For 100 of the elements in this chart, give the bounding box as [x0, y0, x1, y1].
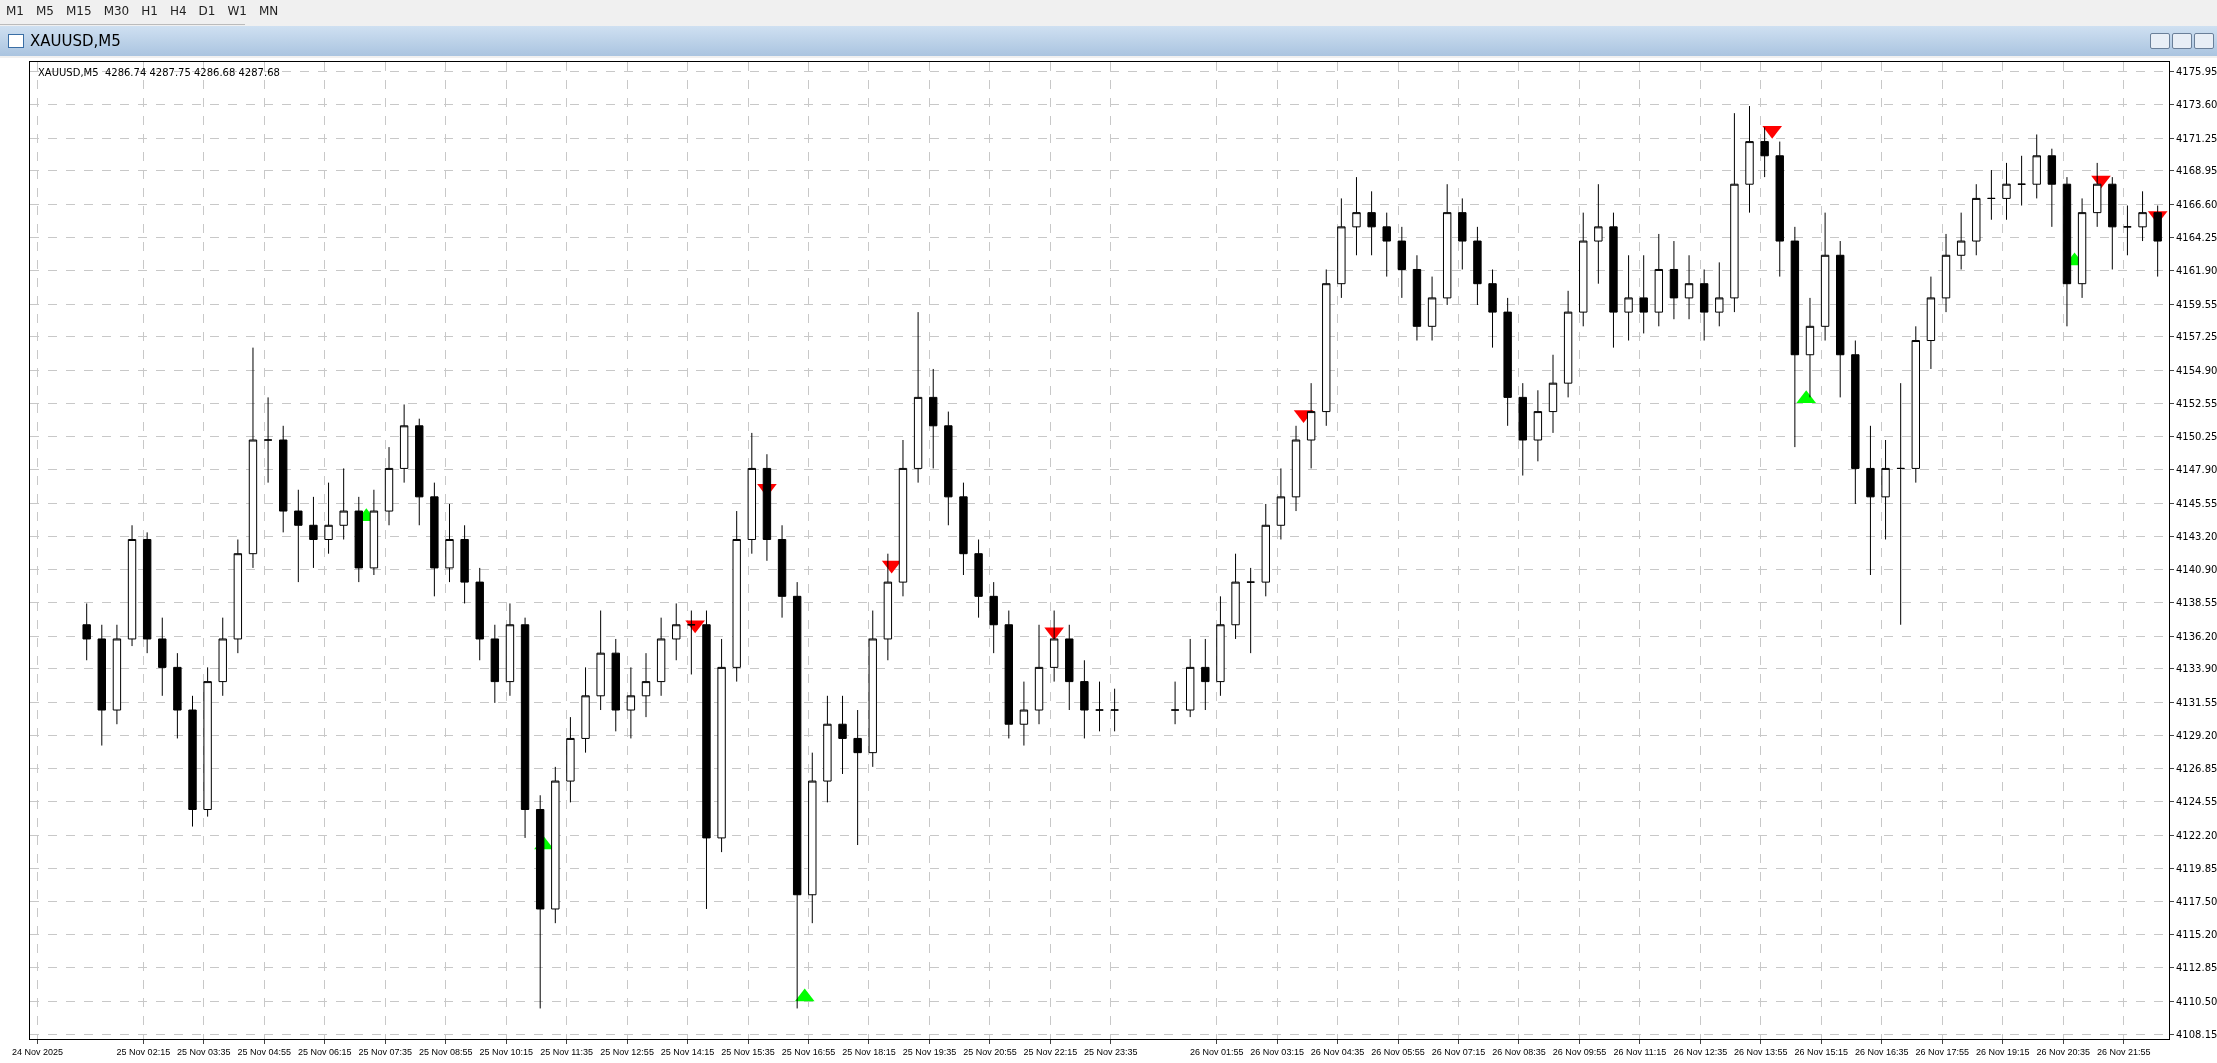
- candlestick: [1941, 233, 1951, 313]
- candlestick: [1186, 638, 1195, 718]
- x-tick-label: 26 Nov 04:35: [1310, 1046, 1365, 1057]
- candlestick: [566, 716, 575, 803]
- text: M1: [5, 3, 25, 20]
- candlestick: [1019, 681, 1029, 747]
- candlestick: [1367, 190, 1376, 256]
- candlestick: [687, 610, 696, 675]
- x-tick-label: 25 Nov 19:35: [902, 1046, 957, 1057]
- text: M15: [65, 3, 93, 20]
- text: MN: [257, 3, 280, 20]
- y-tick-label: 4159.55: [2176, 298, 2217, 310]
- y-tick-label: 4110.50: [2176, 995, 2217, 1007]
- y-tick-label: 4150.25: [2176, 430, 2217, 442]
- candlestick: [641, 652, 651, 718]
- candlestick: [883, 553, 893, 661]
- y-tick-label: 4171.25: [2176, 132, 2217, 144]
- candlestick: [2138, 190, 2147, 242]
- text: H4: [168, 3, 188, 20]
- candlestick: [1382, 212, 1391, 278]
- text: D1: [197, 3, 217, 20]
- y-tick-label: 4175.95: [2176, 65, 2217, 77]
- candlestick: [1503, 297, 1512, 427]
- y-tick-label: 4143.20: [2176, 531, 2217, 543]
- candlestick: [1820, 212, 1830, 342]
- candlestick: [1261, 503, 1270, 597]
- candlestick: [1231, 553, 1240, 640]
- candlestick: [1790, 226, 1800, 448]
- x-tick-label: 25 Nov 12:55: [600, 1046, 654, 1057]
- candlestick: [1291, 425, 1301, 512]
- x-tick-label: 26 Nov 08:35: [1492, 1046, 1546, 1057]
- candlestick: [1896, 382, 1905, 626]
- candlestick: [838, 695, 847, 775]
- candlestick: [1563, 290, 1573, 398]
- x-tick-label: 26 Nov 12:35: [1673, 1046, 1728, 1057]
- candlestick: [944, 411, 953, 526]
- text: M30: [102, 3, 131, 20]
- candlestick: [2062, 176, 2072, 327]
- candlestick: [1412, 254, 1422, 342]
- candlestick: [173, 652, 182, 739]
- candlestick: [2017, 155, 2026, 207]
- x-tick-label: 25 Nov 04:55: [237, 1046, 292, 1057]
- candlestick: [626, 666, 636, 739]
- candlestick: [82, 602, 91, 661]
- candlestick: [1110, 688, 1119, 732]
- candlestick: [294, 489, 303, 583]
- x-tick-label: 26 Nov 21:55: [2096, 1046, 2151, 1057]
- text: W1: [226, 3, 248, 20]
- candlestick: [1322, 268, 1331, 427]
- x-tick-label: 24 Nov 2025: [12, 1046, 64, 1057]
- x-tick-label: 25 Nov 11:35: [540, 1046, 594, 1057]
- candlestick: [868, 610, 877, 768]
- candlestick: [1548, 354, 1558, 434]
- x-tick-label: 25 Nov 14:15: [660, 1046, 715, 1057]
- candlestick: [520, 617, 530, 839]
- candlestick: [1049, 610, 1059, 683]
- candlestick: [1427, 276, 1437, 342]
- candlestick: [2002, 162, 2011, 221]
- x-tick-label: 26 Nov 05:55: [1371, 1046, 1425, 1057]
- x-tick-label: 26 Nov 20:35: [2036, 1046, 2090, 1057]
- candlestick: [490, 624, 500, 704]
- candlestick: [808, 752, 817, 924]
- candlestick: [611, 638, 620, 732]
- text: H1: [140, 3, 159, 20]
- x-tick-label: 26 Nov 07:15: [1431, 1046, 1486, 1057]
- candlestick: [898, 439, 908, 597]
- candlestick: [1926, 276, 1936, 370]
- candlestick: [1956, 212, 1966, 270]
- y-tick-label: 4138.55: [2176, 597, 2217, 609]
- x-tick-label: 25 Nov 03:35: [177, 1046, 231, 1057]
- candlestick: [142, 531, 152, 654]
- x-tick-label: 25 Nov 10:15: [479, 1046, 533, 1057]
- candlestick: [762, 453, 772, 562]
- candlestick: [1715, 261, 1724, 327]
- y-tick-label: 4147.90: [2176, 464, 2217, 476]
- candlestick: [1065, 624, 1074, 711]
- y-tick-label: 4131.55: [2176, 696, 2217, 708]
- y-tick-label: 4122.20: [2176, 829, 2217, 841]
- candlestick: [279, 425, 288, 533]
- candlestick: [1276, 467, 1286, 540]
- y-tick-label: 4154.90: [2176, 364, 2217, 376]
- candlestick: [551, 766, 560, 924]
- candlestick: [1352, 176, 1361, 256]
- candlestick: [1851, 340, 1860, 505]
- x-tick-label: 25 Nov 02:15: [116, 1046, 171, 1057]
- candlestick: [913, 311, 923, 484]
- text: M5: [35, 3, 55, 20]
- candlestick: [2047, 148, 2057, 228]
- candlestick: [1034, 624, 1044, 725]
- y-tick-label: 4133.90: [2176, 663, 2217, 675]
- candlestick: [1170, 681, 1180, 725]
- candlestick: [1639, 254, 1648, 334]
- candlestick: [475, 567, 484, 661]
- y-tick-label: 4129.20: [2176, 730, 2217, 742]
- candlestick: [1594, 183, 1603, 285]
- candlestick: [1745, 105, 1754, 214]
- candlestick: [1866, 425, 1875, 576]
- candlestick: [974, 538, 983, 619]
- chart-title: XAUUSD,M5: [30, 32, 121, 50]
- candlestick: [1095, 681, 1104, 732]
